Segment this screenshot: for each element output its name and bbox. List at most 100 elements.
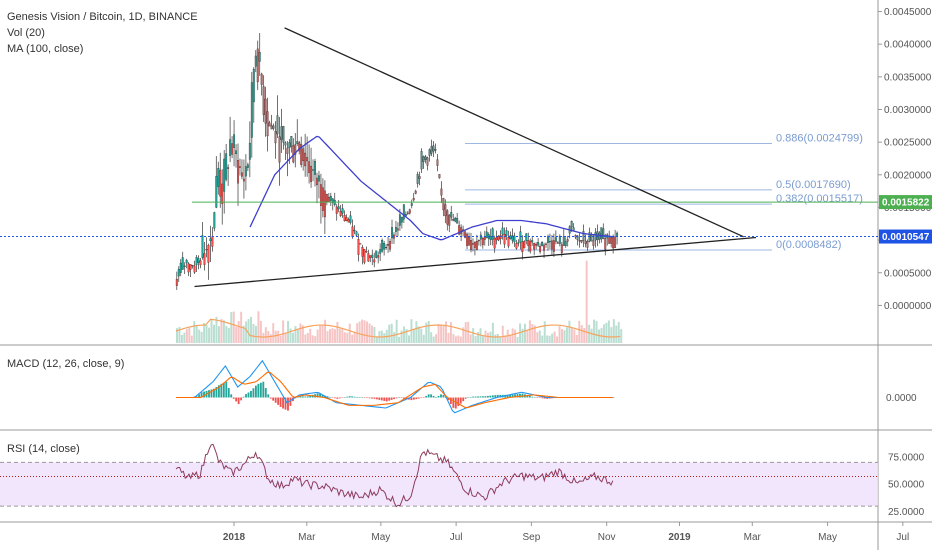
fib-level-label: 0.5(0.0017690) xyxy=(776,179,851,191)
candle-body xyxy=(341,208,344,214)
volume-bar xyxy=(472,328,475,343)
candle-body xyxy=(436,159,439,166)
macd-histogram-bar xyxy=(235,397,238,402)
candle-body xyxy=(298,142,301,152)
macd-histogram-bar xyxy=(380,397,383,401)
volume-bar xyxy=(203,322,206,343)
candle-body xyxy=(398,214,401,226)
macd-histogram-bar xyxy=(464,397,467,399)
volume-bar xyxy=(242,325,245,343)
volume-bar xyxy=(605,322,608,343)
candle-body xyxy=(598,232,601,240)
macd-histogram-bar xyxy=(331,397,334,398)
candle-body xyxy=(556,242,559,244)
volume-bar xyxy=(526,330,529,343)
volume-bar xyxy=(486,332,489,343)
macd-histogram-bar xyxy=(533,397,536,398)
candle-body xyxy=(357,239,360,255)
candle-body xyxy=(550,240,553,250)
candle-body xyxy=(252,68,255,103)
candle-body xyxy=(339,210,342,217)
candle-body xyxy=(450,212,453,218)
y-tick-label: 0.0035000 xyxy=(884,72,932,83)
macd-histogram-bar xyxy=(546,397,549,399)
macd-histogram-bar xyxy=(213,388,215,398)
candle-body xyxy=(527,240,530,246)
volume-bar xyxy=(289,328,292,343)
volume-bar xyxy=(514,329,517,343)
candle-body xyxy=(377,255,380,258)
candle-body xyxy=(420,151,423,170)
volume-bar xyxy=(274,330,277,343)
macd-histogram-bar xyxy=(420,397,423,399)
macd-histogram-bar xyxy=(415,397,418,400)
candle-body xyxy=(181,257,184,270)
macd-histogram-bar xyxy=(383,397,386,401)
x-tick-label: Jul xyxy=(896,532,909,543)
volume-bar xyxy=(449,322,452,343)
candle-body xyxy=(239,166,241,168)
candle-body xyxy=(179,262,182,273)
candle-body xyxy=(612,236,615,249)
volume-bar xyxy=(259,320,262,343)
macd-histogram-bar xyxy=(462,397,465,402)
macd-histogram-bar xyxy=(232,397,235,399)
macd-histogram-bar xyxy=(343,397,346,398)
ma-indicator-label[interactable]: MA (100, close) xyxy=(7,43,84,55)
candle-body xyxy=(345,217,348,221)
volume-bar xyxy=(213,324,215,343)
volume-bar xyxy=(422,334,425,343)
macd-histogram-bar xyxy=(230,394,233,398)
macd-histogram-bar xyxy=(346,396,349,398)
macd-histogram-bar xyxy=(220,383,223,398)
macd-histogram-bar xyxy=(203,391,205,398)
volume-bar xyxy=(474,336,477,343)
volume-bar xyxy=(590,328,593,343)
volume-bar xyxy=(262,332,265,343)
candle-body xyxy=(523,241,526,249)
candle-body xyxy=(296,141,299,144)
lower-trendline xyxy=(194,236,757,288)
rsi-legend: RSI (14, close) xyxy=(7,441,80,457)
volume-bar xyxy=(180,334,183,343)
candle-body xyxy=(602,228,605,239)
candle-body xyxy=(343,215,346,222)
candle-body xyxy=(564,241,567,246)
volume-bar xyxy=(543,321,546,343)
candle-body xyxy=(365,251,368,253)
candle-body xyxy=(434,149,437,151)
macd-histogram-bar xyxy=(494,395,497,398)
volume-bar xyxy=(403,326,406,343)
macd-indicator-label[interactable]: MACD (12, 26, close, 9) xyxy=(7,358,125,370)
macd-histogram-bar xyxy=(398,397,400,398)
candle-body xyxy=(248,142,251,160)
candle-body xyxy=(509,235,512,240)
candle-body xyxy=(395,227,397,232)
volume-bar xyxy=(185,329,188,343)
macd-histogram-bar xyxy=(496,394,499,398)
volume-indicator-label[interactable]: Vol (20) xyxy=(7,27,45,39)
macd-histogram-bar xyxy=(264,388,267,398)
volume-bar xyxy=(491,322,494,343)
candle-body xyxy=(464,231,467,238)
volume-bar xyxy=(435,334,438,343)
candle-body xyxy=(383,243,386,250)
candle-body xyxy=(483,236,486,240)
volume-bar xyxy=(343,332,346,343)
volume-bar xyxy=(593,319,596,343)
candle-body xyxy=(215,175,218,208)
rsi-indicator-label[interactable]: RSI (14, close) xyxy=(7,443,80,455)
volume-bar xyxy=(573,329,576,343)
volume-bar xyxy=(304,334,307,343)
candle-body xyxy=(268,122,271,127)
volume-bar xyxy=(494,334,497,343)
candle-body xyxy=(418,176,421,179)
volume-bar xyxy=(484,330,487,343)
candle-body xyxy=(187,263,190,273)
candle-body xyxy=(193,265,196,273)
candle-body xyxy=(351,226,354,238)
fib-level-label: 0.886(0.0024799) xyxy=(776,132,863,144)
chart-title[interactable]: Genesis Vision / Bitcoin, 1D, BINANCE xyxy=(7,11,198,23)
candle-body xyxy=(547,236,549,243)
